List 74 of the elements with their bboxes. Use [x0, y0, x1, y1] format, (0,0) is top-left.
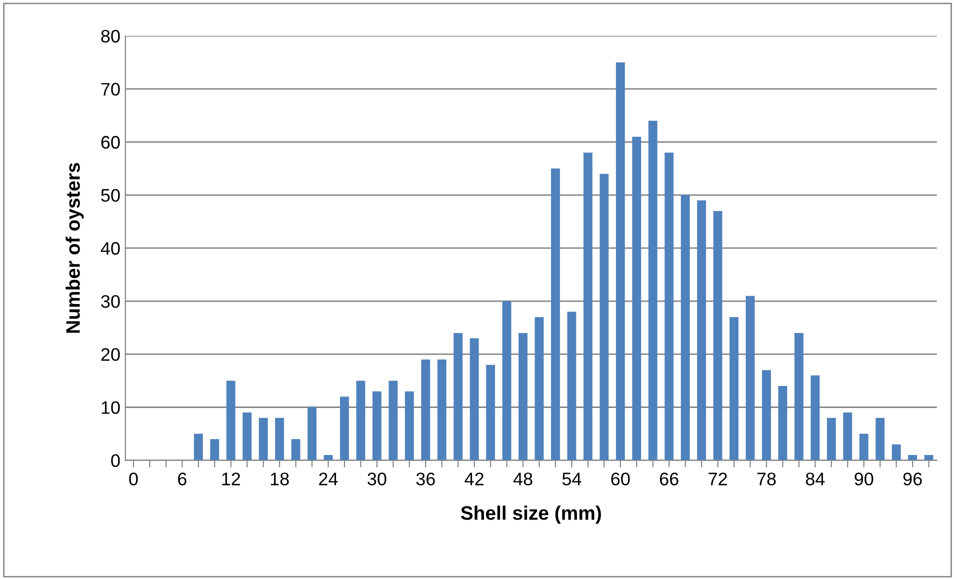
x-tick-label: 66: [660, 472, 678, 486]
y-tick-label: 20: [101, 348, 120, 361]
bar: [859, 434, 868, 460]
y-tick-label: 70: [101, 82, 120, 96]
x-axis-title: Shell size (mm): [460, 506, 601, 524]
bar: [324, 455, 333, 460]
y-tick-label: 80: [101, 30, 120, 43]
bar: [616, 62, 625, 460]
bar: [794, 332, 804, 460]
bar: [648, 120, 658, 460]
bar: [908, 455, 918, 460]
bar: [502, 301, 512, 460]
x-tick-label: 48: [513, 472, 532, 486]
y-tick-label: 60: [101, 136, 120, 149]
bar: [826, 418, 836, 460]
bar: [308, 407, 316, 460]
x-tick-label: 90: [854, 472, 874, 486]
bar: [258, 418, 268, 460]
bar: [242, 412, 252, 460]
bar: [404, 391, 414, 460]
bar: [664, 152, 674, 460]
x-tick-label: 6: [178, 472, 186, 486]
x-tick-label: 18: [270, 472, 289, 486]
x-tick-label: 72: [708, 472, 727, 486]
x-tick-label: 78: [757, 472, 776, 486]
bar: [275, 418, 284, 460]
x-tick-label: 54: [562, 472, 582, 486]
bar: [421, 360, 430, 460]
bar: [226, 380, 236, 460]
bar: [340, 396, 349, 460]
bar: [583, 152, 592, 460]
bar: [194, 434, 203, 460]
y-tick-label: 50: [101, 188, 120, 202]
bar: [437, 360, 446, 460]
x-tick-label: 84: [806, 472, 825, 486]
x-tick-label: 96: [903, 472, 922, 486]
x-tick-label: 36: [416, 472, 435, 486]
bar: [388, 380, 398, 460]
bar: [892, 444, 901, 460]
y-tick-label: 10: [102, 401, 120, 414]
y-tick-label: 0: [111, 454, 120, 468]
bar: [534, 317, 544, 460]
bar: [518, 332, 528, 460]
bar: [632, 136, 642, 460]
bar: [551, 168, 560, 460]
bar: [713, 210, 722, 460]
bar: [746, 296, 755, 460]
y-axis-title: Number of oysters: [66, 162, 84, 333]
x-tick-label: 0: [129, 472, 138, 486]
bar: [356, 380, 366, 460]
bar: [876, 418, 885, 460]
bar: [730, 317, 738, 460]
x-tick-label: 60: [611, 472, 630, 486]
x-tick-label: 12: [222, 472, 240, 486]
bar: [924, 455, 934, 460]
bar: [470, 338, 479, 460]
bar: [680, 195, 690, 460]
bar: [372, 391, 382, 460]
bar: [454, 332, 463, 460]
bar: [210, 439, 220, 460]
bar: [843, 412, 852, 460]
bar: [291, 439, 300, 460]
bar: [567, 312, 576, 460]
bar: [600, 174, 609, 460]
y-tick-label: 30: [101, 295, 120, 308]
x-tick-label: 30: [368, 472, 386, 486]
bar: [486, 364, 496, 460]
x-tick-label: 42: [464, 472, 484, 486]
x-tick-label: 24: [319, 472, 338, 486]
bar: [778, 386, 788, 460]
bar: [762, 370, 771, 460]
bar: [810, 375, 820, 460]
y-tick-label: 40: [100, 242, 120, 255]
bar: [697, 200, 706, 460]
